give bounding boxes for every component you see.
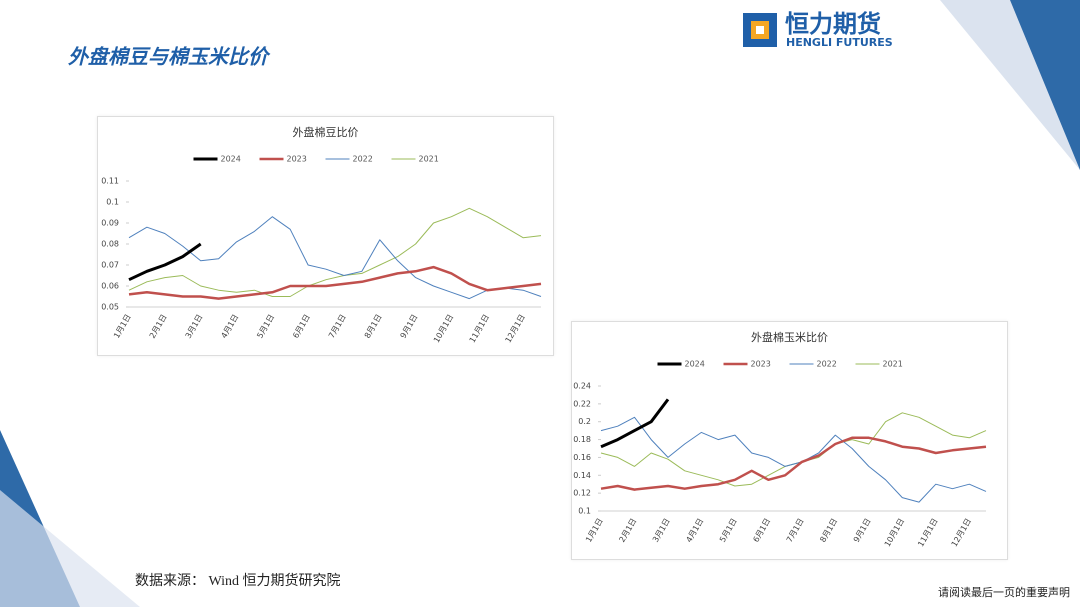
chart-panel: 外盘棉玉米比价 2024 2023 2022 2021 0.1 0.12 0.14 0.16 0.…: [571, 321, 1008, 560]
x-tick-label: 6月1日: [751, 517, 772, 544]
x-tick-label: 11月1日: [916, 517, 939, 549]
x-tick-label: 2月1日: [148, 313, 169, 340]
x-tick-label: 11月1日: [468, 313, 491, 345]
corner-decor: [0, 490, 140, 607]
logo-cn: 恒力期货: [785, 10, 881, 38]
x-tick-label: 3月1日: [184, 313, 205, 340]
x-tick-label: 3月1日: [651, 517, 672, 544]
x-tick-label: 8月1日: [818, 517, 839, 544]
x-tick-label: 9月1日: [852, 517, 873, 544]
series-line: [600, 436, 987, 491]
chart-title: 外盘棉豆比价: [293, 125, 359, 139]
x-tick-label: 4月1日: [219, 313, 240, 340]
x-tick-label: 1月1日: [584, 517, 605, 544]
legend-label: 2023: [287, 155, 307, 164]
chart: 外盘棉玉米比价 2024 2023 2022 2021 0.1 0.12 0.14 0.16 0.…: [573, 330, 987, 549]
chart: 外盘棉豆比价 2024 2023 2022 2021 0.05 0.06 0.07 0.08 0.…: [101, 125, 542, 345]
y-tick-label: 0.09: [101, 219, 119, 228]
y-tick-label: 0.11: [101, 177, 119, 186]
legend-label: 2022: [353, 155, 373, 164]
x-tick-label: 10月1日: [432, 313, 455, 345]
series-line: [600, 416, 987, 503]
y-tick-label: 0.14: [573, 471, 591, 480]
corner-decor: [1010, 0, 1080, 170]
x-tick-label: 12月1日: [950, 517, 973, 549]
x-tick-label: 1月1日: [112, 313, 133, 340]
x-tick-label: 7月1日: [327, 313, 348, 340]
y-tick-label: 0.16: [573, 453, 591, 462]
x-tick-label: 12月1日: [504, 313, 527, 345]
legend-label: 2024: [685, 360, 705, 369]
source: 数据来源： Wind 恒力期货研究院: [135, 572, 341, 589]
footer-note: 请阅读最后一页的重要声明: [938, 585, 1070, 599]
x-tick-label: 2月1日: [617, 517, 638, 544]
slide-title: 外盘棉豆与棉玉米比价: [67, 45, 271, 69]
legend-label: 2022: [817, 360, 837, 369]
logo-icon: [756, 26, 764, 34]
series-line: [128, 242, 202, 282]
x-tick-label: 7月1日: [785, 517, 806, 544]
y-tick-label: 0.2: [578, 417, 591, 426]
x-tick-label: 10月1日: [883, 517, 906, 549]
legend-label: 2021: [419, 155, 439, 164]
legend-label: 2023: [751, 360, 771, 369]
y-tick-label: 0.08: [101, 240, 119, 249]
y-tick-label: 0.07: [101, 261, 119, 270]
y-tick-label: 0.12: [573, 489, 591, 498]
y-tick-label: 0.1: [578, 507, 591, 516]
y-tick-label: 0.06: [101, 282, 119, 291]
legend-label: 2024: [221, 155, 241, 164]
y-tick-label: 0.1: [106, 198, 119, 207]
logo-en: HENGLI FUTURES: [786, 36, 893, 49]
y-tick-label: 0.05: [101, 303, 119, 312]
y-tick-label: 0.22: [573, 399, 591, 408]
y-tick-label: 0.24: [573, 382, 591, 391]
chart-panel: 外盘棉豆比价 2024 2023 2022 2021 0.05 0.06 0.07 0.08 0.…: [97, 116, 554, 356]
series-line: [600, 398, 670, 449]
y-tick-label: 0.18: [573, 435, 591, 444]
x-tick-label: 8月1日: [363, 313, 384, 340]
x-tick-label: 5月1日: [255, 313, 276, 340]
series-line: [600, 412, 987, 487]
series-line: [128, 265, 542, 300]
x-tick-label: 5月1日: [718, 517, 739, 544]
series-line: [128, 216, 542, 300]
x-tick-label: 6月1日: [291, 313, 312, 340]
chart-title: 外盘棉玉米比价: [751, 330, 828, 344]
legend-label: 2021: [883, 360, 903, 369]
series-line: [128, 207, 542, 297]
x-tick-label: 4月1日: [684, 517, 705, 544]
x-tick-label: 9月1日: [399, 313, 420, 340]
